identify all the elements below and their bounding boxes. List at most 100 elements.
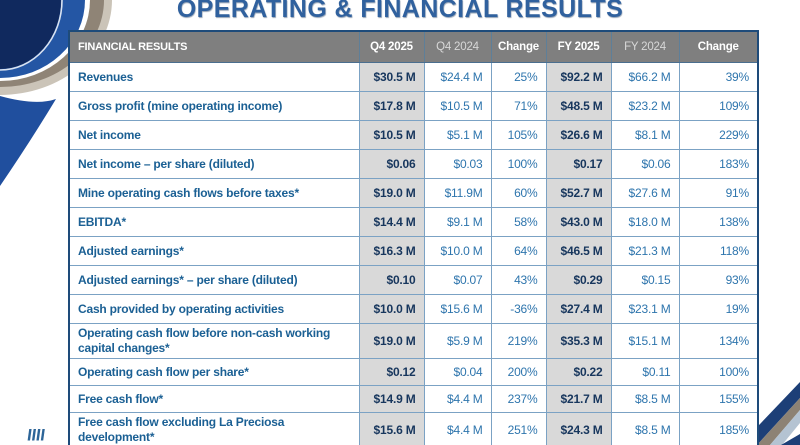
cell-value: $8.5 M [610,385,680,413]
cell-value: 155% [678,385,759,413]
cell-value: 183% [678,149,759,179]
cell-value: $0.12 [358,358,425,386]
cell-value: $10.0 M [423,236,492,266]
column-header-q4-2025: Q4 2025 [358,30,425,63]
logo-tick-marks-icon [27,429,45,441]
cell-value: $4.4 M [423,385,492,413]
cell-value: $23.2 M [610,91,680,121]
column-header-change-year: Change [678,30,759,63]
cell-value: $27.6 M [610,178,680,208]
financial-results-table: FINANCIAL RESULTS Q4 2025 Q4 2024 Change… [68,30,759,445]
cell-value: $15.1 M [610,323,680,359]
cell-value: $0.06 [358,149,425,179]
column-header-fy-2025: FY 2025 [545,30,612,63]
column-header-fy-2024: FY 2024 [610,30,680,63]
table-row: Operating cash flow before non-cash work… [68,323,759,359]
cell-value: $0.03 [423,149,492,179]
cell-value: 100% [490,149,547,179]
table-row: Cash provided by operating activities $10… [68,294,759,324]
cell-value: $5.1 M [423,120,492,150]
cell-value: $16.3 M [358,236,425,266]
cell-value: 105% [490,120,547,150]
row-label: Net income – per share (diluted) [68,149,360,179]
cell-value: $27.4 M [545,294,612,324]
cell-value: $35.3 M [545,323,612,359]
table-row: Free cash flow excluding La Preciosa dev… [68,412,759,445]
table-row: Adjusted earnings* – per share (diluted)… [68,265,759,295]
cell-value: $0.11 [610,358,680,386]
cell-value: 91% [678,178,759,208]
cell-value: 200% [490,358,547,386]
table-row: Net income $10.5 M $5.1 M 105% $26.6 M $8.1 M… [68,120,759,150]
cell-value: 64% [490,236,547,266]
cell-value: $21.3 M [610,236,680,266]
column-header-financial-results: FINANCIAL RESULTS [68,30,360,63]
cell-value: 109% [678,91,759,121]
cell-value: $10.5 M [358,120,425,150]
cell-value: $0.29 [545,265,612,295]
cell-value: 43% [490,265,547,295]
cell-value: $0.15 [610,265,680,295]
cell-value: $66.2 M [610,62,680,92]
cell-value: $26.6 M [545,120,612,150]
cell-value: $24.4 M [423,62,492,92]
table-header-row: FINANCIAL RESULTS Q4 2025 Q4 2024 Change… [68,30,759,63]
cell-value: $8.5 M [610,412,680,445]
cell-value: 93% [678,265,759,295]
cell-value: $15.6 M [358,412,425,445]
cell-value: 100% [678,358,759,386]
cell-value: $11.9M [423,178,492,208]
cell-value: $24.3 M [545,412,612,445]
cell-value: 251% [490,412,547,445]
cell-value: $92.2 M [545,62,612,92]
cell-value: 237% [490,385,547,413]
table-row: Mine operating cash flows before taxes* $… [68,178,759,208]
cell-value: $43.0 M [545,207,612,237]
table-row: Free cash flow* $14.9 M $4.4 M 237% $21.7 M $… [68,385,759,413]
table-row: EBITDA* $14.4 M $9.1 M 58% $43.0 M $18.0 M 138… [68,207,759,237]
cell-value: 134% [678,323,759,359]
table: FINANCIAL RESULTS Q4 2025 Q4 2024 Change… [68,30,759,445]
row-label: Operating cash flow per share* [68,358,360,386]
cell-value: 60% [490,178,547,208]
cell-value: 138% [678,207,759,237]
table-row: Net income – per share (diluted) $0.06 $0.… [68,149,759,179]
cell-value: $8.1 M [610,120,680,150]
cell-value: $0.04 [423,358,492,386]
cell-value: 39% [678,62,759,92]
cell-value: 25% [490,62,547,92]
row-label: Net income [68,120,360,150]
cell-value: 219% [490,323,547,359]
cell-value: 19% [678,294,759,324]
cell-value: $9.1 M [423,207,492,237]
cell-value: $48.5 M [545,91,612,121]
cell-value: $17.8 M [358,91,425,121]
slide-title: OPERATING & FINANCIAL RESULTS [176,0,624,23]
cell-value: $0.06 [610,149,680,179]
row-label: Adjusted earnings* [68,236,360,266]
cell-value: $0.22 [545,358,612,386]
cell-value: 118% [678,236,759,266]
cell-value: $0.10 [358,265,425,295]
row-label: Gross profit (mine operating income) [68,91,360,121]
cell-value: $46.5 M [545,236,612,266]
cell-value: $30.5 M [358,62,425,92]
cell-value: 71% [490,91,547,121]
row-label: Free cash flow excluding La Preciosa dev… [68,412,360,445]
cell-value: 185% [678,412,759,445]
table-row: Gross profit (mine operating income) $17.… [68,91,759,121]
cell-value: $21.7 M [545,385,612,413]
cell-value: 229% [678,120,759,150]
cell-value: -36% [490,294,547,324]
row-label: Mine operating cash flows before taxes* [68,178,360,208]
cell-value: $5.9 M [423,323,492,359]
table-row: Operating cash flow per share* $0.12 $0.04… [68,358,759,386]
cell-value: 58% [490,207,547,237]
cell-value: $10.5 M [423,91,492,121]
column-header-q4-2024: Q4 2024 [423,30,492,63]
row-label: Revenues [68,62,360,92]
row-label: Operating cash flow before non-cash work… [68,323,360,359]
